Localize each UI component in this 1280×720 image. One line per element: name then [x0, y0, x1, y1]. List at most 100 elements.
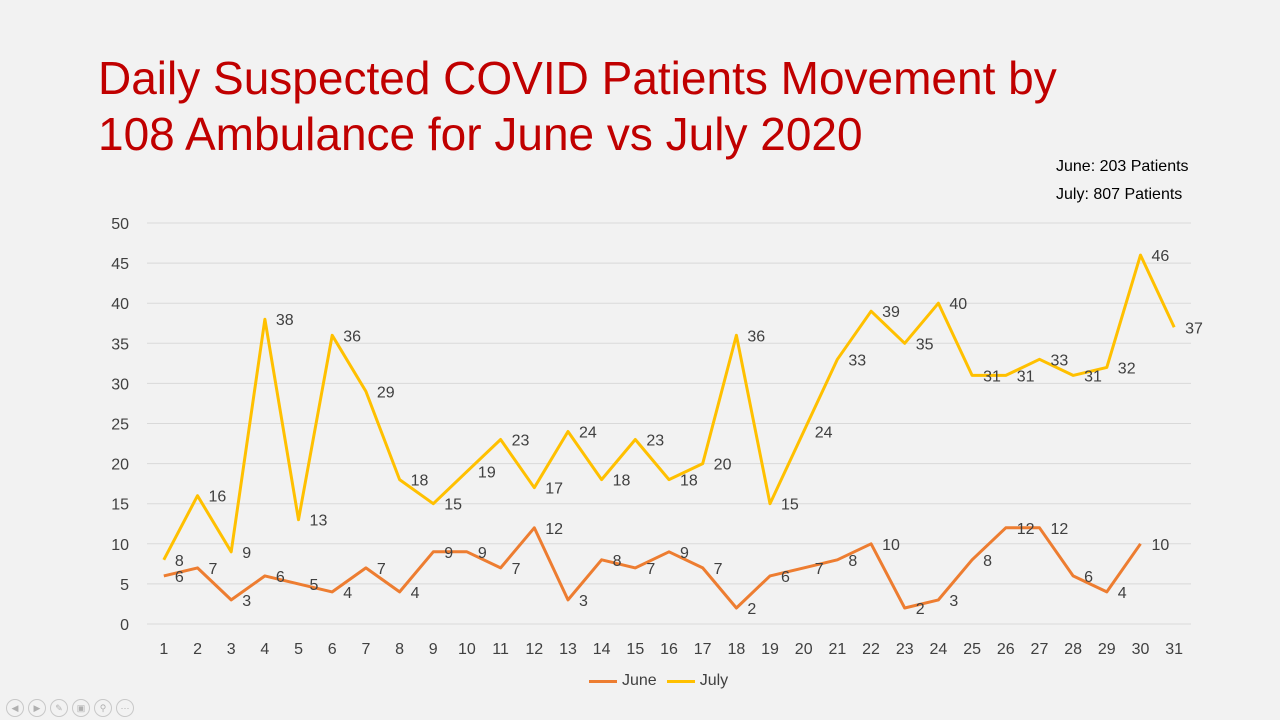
data-label-july: 23 [512, 433, 530, 450]
x-tick-label: 15 [626, 641, 644, 658]
x-tick-label: 25 [963, 641, 981, 658]
data-label-june: 2 [747, 601, 756, 618]
slides-icon[interactable]: ▣ [72, 699, 90, 717]
y-tick-label: 45 [111, 256, 129, 273]
y-tick-label: 0 [120, 617, 129, 634]
data-label-july: 36 [747, 328, 765, 345]
x-tick-label: 6 [328, 641, 337, 658]
data-label-june: 2 [916, 601, 925, 618]
y-tick-label: 40 [111, 296, 129, 313]
data-label-july: 38 [276, 312, 294, 329]
x-tick-label: 9 [429, 641, 438, 658]
x-tick-label: 21 [828, 641, 846, 658]
data-label-july: 15 [781, 497, 799, 514]
pen-icon[interactable]: ✎ [50, 699, 68, 717]
data-label-july: 24 [579, 425, 597, 442]
data-label-june: 3 [579, 593, 588, 610]
x-tick-label: 13 [559, 641, 577, 658]
data-label-june: 7 [377, 561, 386, 578]
x-tick-label: 31 [1165, 641, 1183, 658]
y-tick-label: 30 [111, 376, 129, 393]
data-label-july: 35 [916, 336, 934, 353]
data-label-july: 39 [882, 304, 900, 321]
data-label-july: 31 [983, 368, 1001, 385]
slideshow-toolbar: ◀ ▶ ✎ ▣ ⚲ ⋯ [6, 699, 134, 717]
legend-label-june: June [622, 672, 657, 689]
chart-title: Daily Suspected COVID Patients Movement … [98, 50, 1138, 162]
y-tick-label: 10 [111, 537, 129, 554]
x-tick-label: 1 [159, 641, 168, 658]
x-tick-label: 18 [727, 641, 745, 658]
data-label-june: 6 [276, 569, 285, 586]
legend-swatch-july [666, 679, 695, 683]
legend-swatch-june [589, 679, 617, 683]
y-tick-label: 20 [111, 457, 129, 474]
y-tick-label: 15 [111, 497, 129, 514]
data-label-july: 16 [209, 489, 227, 506]
data-label-june: 7 [512, 561, 521, 578]
y-axis-ticks: 0 5 10 15 20 25 30 35 40 45 50 [111, 216, 129, 634]
data-label-july: 15 [444, 497, 462, 514]
x-axis-ticks: 1 2 3 4 5 6 7 8 9 10 11 12 13 14 15 16 17 18 19 20 21 22 23 24 2… [159, 641, 1183, 658]
legend: June July [589, 672, 728, 690]
data-label-july: 24 [815, 425, 833, 442]
x-tick-label: 30 [1132, 641, 1150, 658]
data-label-june: 8 [848, 553, 857, 570]
data-label-june: 7 [714, 561, 723, 578]
next-icon[interactable]: ▶ [28, 699, 46, 717]
legend-item-july: July [666, 672, 728, 690]
series [162, 253, 1176, 610]
june-total: June: 203 Patients [1056, 158, 1189, 175]
data-label-june: 8 [983, 553, 992, 570]
data-label-june: 6 [1084, 569, 1093, 586]
data-label-june: 4 [411, 585, 420, 602]
data-label-july: 23 [646, 433, 664, 450]
data-label-june: 10 [1151, 537, 1169, 554]
chart-title-line1: Daily Suspected COVID Patients Movement … [98, 52, 1057, 104]
data-label-june: 12 [1017, 521, 1035, 538]
x-tick-label: 22 [862, 641, 880, 658]
x-tick-label: 19 [761, 641, 779, 658]
data-label-july: 13 [310, 513, 328, 530]
data-label-june: 12 [545, 521, 563, 538]
x-tick-label: 17 [694, 641, 712, 658]
x-tick-label: 11 [492, 641, 509, 658]
data-label-june: 9 [478, 545, 487, 562]
data-label-july: 33 [1050, 352, 1068, 369]
series-line-june [163, 526, 1142, 610]
data-label-july: 36 [343, 328, 361, 345]
data-label-july: 9 [242, 545, 251, 562]
data-label-july: 31 [1084, 368, 1102, 385]
x-tick-label: 23 [896, 641, 914, 658]
zoom-icon[interactable]: ⚲ [94, 699, 112, 717]
data-label-july: 17 [545, 481, 563, 498]
data-label-june: 7 [209, 561, 218, 578]
x-tick-label: 26 [997, 641, 1015, 658]
data-label-june: 4 [343, 585, 352, 602]
more-icon[interactable]: ⋯ [116, 699, 134, 717]
data-label-june: 9 [444, 545, 453, 562]
data-label-july: 19 [478, 465, 496, 482]
chart-title-line2: 108 Ambulance for June vs July 2020 [98, 108, 863, 160]
x-tick-label: 27 [1031, 641, 1049, 658]
data-label-july: 18 [411, 473, 429, 490]
data-label-june: 5 [310, 577, 319, 594]
y-tick-label: 50 [111, 216, 129, 233]
data-label-july: 31 [1017, 368, 1035, 385]
y-tick-label: 25 [111, 417, 129, 434]
prev-icon[interactable]: ◀ [6, 699, 24, 717]
data-label-june: 12 [1050, 521, 1068, 538]
legend-item-june: June [589, 672, 657, 690]
x-tick-label: 2 [193, 641, 202, 658]
data-label-july: 32 [1118, 360, 1136, 377]
data-label-july: 46 [1151, 248, 1169, 265]
x-tick-label: 28 [1064, 641, 1082, 658]
x-tick-label: 29 [1098, 641, 1116, 658]
data-label-july: 20 [714, 457, 732, 474]
data-label-june: 10 [882, 537, 900, 554]
totals-box: June: 203 Patients July: 807 Patients [1056, 153, 1189, 209]
x-tick-label: 3 [227, 641, 236, 658]
gridlines [147, 222, 1191, 625]
y-tick-label: 35 [111, 336, 129, 353]
